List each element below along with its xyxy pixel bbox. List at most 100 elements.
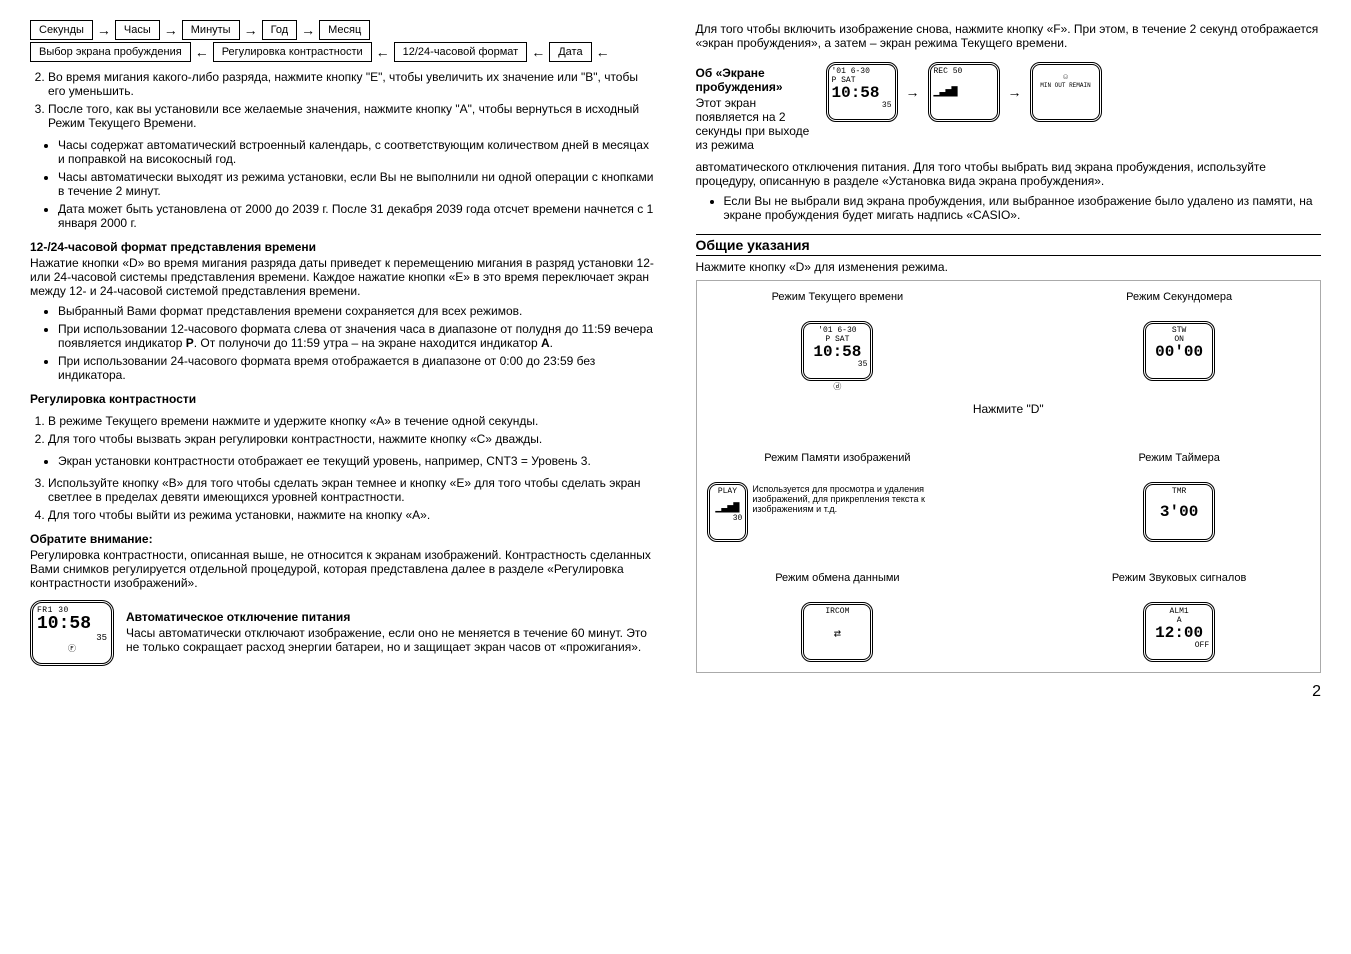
mode-diagram: Режим Текущего времени '01 6-30 P SAT 10… bbox=[696, 280, 1322, 673]
chart-icon bbox=[934, 86, 994, 98]
steps-list: Используйте кнопку «B» для того чтобы сд… bbox=[48, 476, 656, 522]
step-item: Для того чтобы выйти из режима установки… bbox=[48, 508, 656, 522]
arrow-icon bbox=[195, 44, 209, 60]
mode-label: Режим Текущего времени bbox=[707, 291, 969, 317]
watch-line: STW bbox=[1149, 326, 1209, 335]
section-title: Общие указания bbox=[696, 234, 1322, 256]
chart-icon bbox=[713, 502, 743, 514]
bullet-list: Часы содержат автоматический встроенный … bbox=[58, 138, 656, 230]
step-item: После того, как вы установили все желаем… bbox=[48, 102, 656, 130]
bullet-item: Экран установки контрастности отображает… bbox=[58, 454, 656, 468]
watch-line: '01 6-30 bbox=[832, 67, 892, 76]
watch-line: 35 bbox=[832, 101, 892, 110]
bullet-item: При использовании 12-часового формата сл… bbox=[58, 322, 656, 350]
press-d-label: Нажмите "D" bbox=[707, 402, 1311, 416]
bullet-item: Часы содержат автоматический встроенный … bbox=[58, 138, 656, 166]
arrow-icon bbox=[531, 44, 545, 60]
paragraph: Нажатие кнопки «D» во время мигания разр… bbox=[30, 256, 656, 298]
watch-screen-icon: REC 50 bbox=[928, 62, 1000, 122]
watch-line: PLAY bbox=[713, 487, 743, 496]
watch-time: 10:58 bbox=[807, 344, 867, 360]
step-item: Для того чтобы вызвать экран регулировки… bbox=[48, 432, 656, 446]
flow-diagram: Секунды Часы Минуты Год Месяц Выбор экра… bbox=[30, 20, 656, 62]
flow-box: Минуты bbox=[182, 20, 240, 40]
bullet-item: Часы автоматически выходят из режима уст… bbox=[58, 170, 656, 198]
arrow-icon bbox=[244, 22, 258, 38]
watch-line: TMR bbox=[1149, 487, 1209, 496]
bullet-item: Дата может быть установлена от 2000 до 2… bbox=[58, 202, 656, 230]
watch-screen-icon: FR1 30 10:58 35 Ⓕ bbox=[30, 600, 114, 666]
steps-list: Во время мигания какого-либо разряда, на… bbox=[48, 70, 656, 130]
step-item: Во время мигания какого-либо разряда, на… bbox=[48, 70, 656, 98]
ir-icon: ⇄ bbox=[807, 626, 867, 641]
mode-cell: Режим Звуковых сигналов ALM1 A 12:00 OFF bbox=[1048, 572, 1310, 662]
arrow-icon bbox=[596, 44, 610, 60]
heading-contrast: Регулировка контрастности bbox=[30, 392, 656, 406]
arrow-icon bbox=[301, 22, 315, 38]
watch-screen-icon: IRCOM ⇄ bbox=[801, 602, 873, 662]
watch-screen-icon: '01 6-30 P SAT 10:58 35 bbox=[801, 321, 873, 381]
arrow-icon bbox=[164, 22, 178, 38]
watch-screen-icon: STW ON 00'00 bbox=[1143, 321, 1215, 381]
flow-box: 12/24-часовой формат bbox=[394, 42, 528, 62]
watch-time: 10:58 bbox=[37, 615, 107, 633]
heading-wake: Об «Экране пробуждения» bbox=[696, 66, 816, 94]
f-button-icon: Ⓕ bbox=[37, 643, 107, 654]
flow-box: Часы bbox=[115, 20, 160, 40]
watch-line: ALM1 bbox=[1149, 607, 1209, 616]
watch-line: IRCOM bbox=[807, 607, 867, 616]
page-number: 2 bbox=[696, 683, 1322, 701]
arrow-icon: → bbox=[906, 84, 920, 100]
d-button-icon: ⓓ bbox=[707, 381, 969, 392]
watch-line: '01 6-30 bbox=[807, 326, 867, 335]
watch-time: 10:58 bbox=[832, 85, 892, 101]
paragraph: Часы автоматически отключают изображение… bbox=[126, 626, 656, 654]
mode-label: Режим Секундомера bbox=[1048, 291, 1310, 317]
mode-cell: Режим обмена данными IRCOM ⇄ bbox=[707, 572, 969, 662]
arrow-icon bbox=[376, 44, 390, 60]
mode-label: Режим Памяти изображений bbox=[707, 452, 969, 478]
flow-box: Регулировка контрастности bbox=[213, 42, 372, 62]
mode-cell: Режим Памяти изображений PLAY 30 Использ… bbox=[707, 452, 969, 542]
bold-a: A bbox=[541, 336, 550, 350]
mode-label: Режим обмена данными bbox=[707, 572, 969, 598]
watch-screen-icon: ALM1 A 12:00 OFF bbox=[1143, 602, 1215, 662]
mode-label: Режим Таймера bbox=[1048, 452, 1310, 478]
bullet-list: Выбранный Вами формат представления врем… bbox=[58, 304, 656, 382]
watch-line: 35 bbox=[807, 360, 867, 369]
bullet-item: Выбранный Вами формат представления врем… bbox=[58, 304, 656, 318]
bullet-list: Экран установки контрастности отображает… bbox=[58, 454, 656, 468]
watch-line: OFF bbox=[1149, 641, 1209, 650]
arrow-icon: → bbox=[1008, 84, 1022, 100]
watch-screen-icon: ☺ MIN OUT REMAIN bbox=[1030, 62, 1102, 122]
flow-box: Секунды bbox=[30, 20, 93, 40]
paragraph: Этот экран появляется на 2 секунды при в… bbox=[696, 96, 816, 152]
mode-note: Используется для просмотра и удаления из… bbox=[752, 484, 968, 514]
watch-screen-icon: TMR 3'00 bbox=[1143, 482, 1215, 542]
mode-cell: Режим Текущего времени '01 6-30 P SAT 10… bbox=[707, 291, 969, 392]
watch-line: 30 bbox=[713, 514, 743, 523]
flow-box: Выбор экрана пробуждения bbox=[30, 42, 191, 62]
wake-screens-row: '01 6-30 P SAT 10:58 35 → REC 50 → ☺ MIN… bbox=[826, 62, 1102, 122]
flow-box: Год bbox=[262, 20, 298, 40]
step-item: В режиме Текущего времени нажмите и удер… bbox=[48, 414, 656, 428]
heading-autopower: Автоматическое отключение питания bbox=[126, 610, 656, 624]
paragraph: Нажмите кнопку «D» для изменения режима. bbox=[696, 260, 1322, 274]
watch-time: 00'00 bbox=[1149, 344, 1209, 360]
mode-cell: Режим Секундомера STW ON 00'00 bbox=[1048, 291, 1310, 392]
flow-box: Месяц bbox=[319, 20, 370, 40]
paragraph: автоматического отключения питания. Для … bbox=[696, 160, 1322, 188]
watch-time: 3'00 bbox=[1149, 504, 1209, 520]
mode-cell: Режим Таймера TMR 3'00 bbox=[1048, 452, 1310, 542]
steps-list: В режиме Текущего времени нажмите и удер… bbox=[48, 414, 656, 446]
heading-1224: 12-/24-часовой формат представления врем… bbox=[30, 240, 656, 254]
watch-screen-icon: PLAY 30 bbox=[707, 482, 749, 542]
bullet-list: Если Вы не выбрали вид экрана пробуждени… bbox=[724, 194, 1322, 222]
arrow-icon bbox=[97, 22, 111, 38]
mode-label: Режим Звуковых сигналов bbox=[1048, 572, 1310, 598]
paragraph: Регулировка контрастности, описанная выш… bbox=[30, 548, 656, 590]
flow-box: Дата bbox=[549, 42, 591, 62]
watch-screen-icon: '01 6-30 P SAT 10:58 35 bbox=[826, 62, 898, 122]
step-item: Используйте кнопку «B» для того чтобы сд… bbox=[48, 476, 656, 504]
bullet-item: При использовании 24-часового формата вр… bbox=[58, 354, 656, 382]
